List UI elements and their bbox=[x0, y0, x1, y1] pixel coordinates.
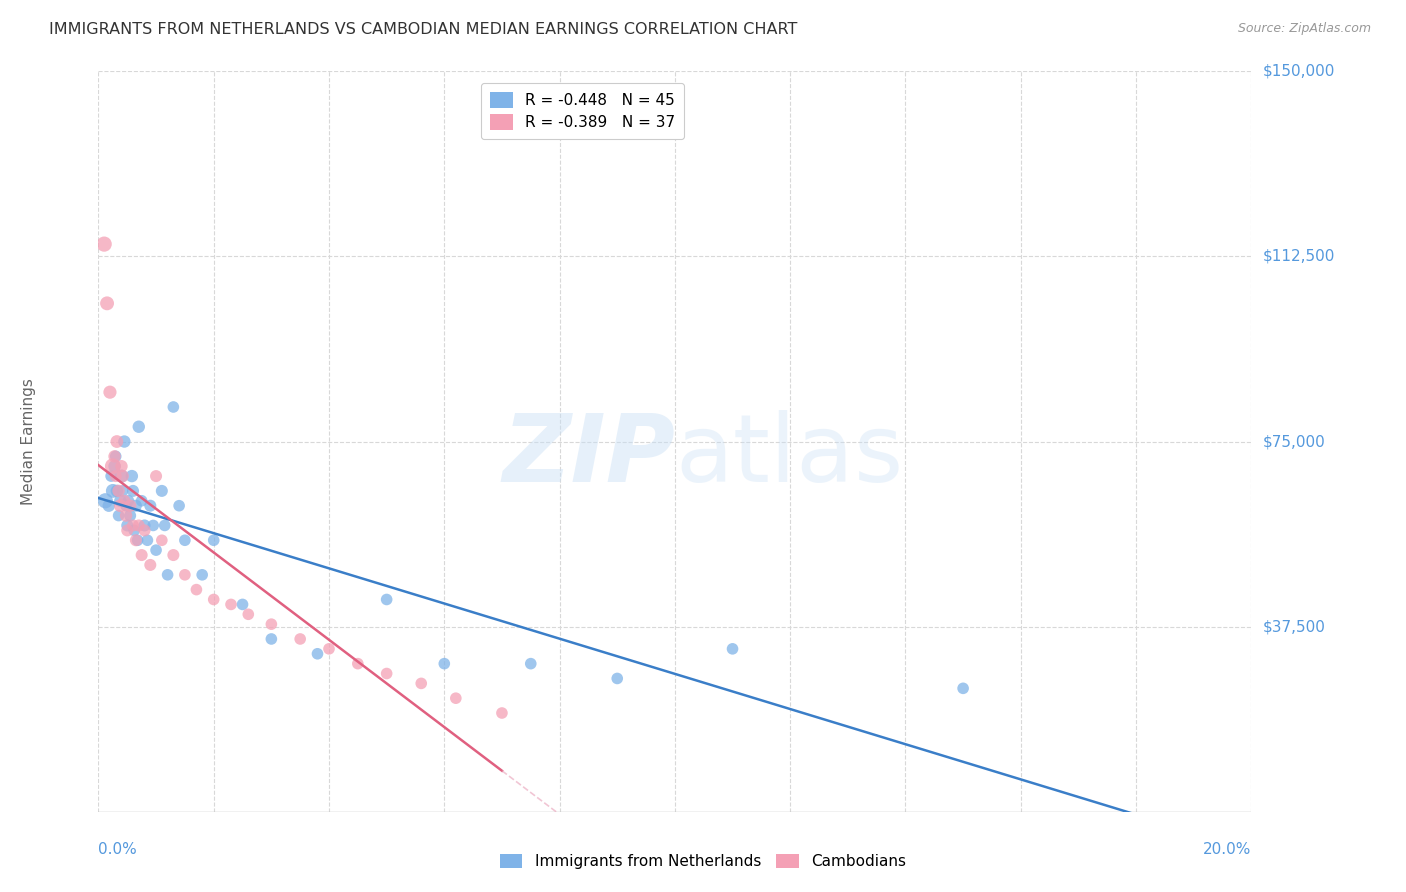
Text: Source: ZipAtlas.com: Source: ZipAtlas.com bbox=[1237, 22, 1371, 36]
Point bbox=[115, 508, 138, 523]
Point bbox=[104, 469, 127, 483]
Point bbox=[128, 518, 150, 533]
Text: $112,500: $112,500 bbox=[1263, 249, 1334, 264]
Point bbox=[186, 582, 208, 597]
Point bbox=[93, 237, 115, 252]
Point bbox=[115, 499, 138, 513]
Point bbox=[444, 691, 467, 706]
Point bbox=[94, 493, 117, 508]
Point bbox=[122, 483, 145, 498]
Text: Median Earnings: Median Earnings bbox=[21, 378, 37, 505]
Point bbox=[122, 518, 145, 533]
Point bbox=[117, 493, 139, 508]
Point bbox=[260, 617, 283, 632]
Point bbox=[103, 459, 125, 474]
Point bbox=[131, 548, 153, 562]
Point bbox=[174, 533, 197, 548]
Point bbox=[96, 296, 118, 310]
Point bbox=[111, 469, 134, 483]
Point bbox=[191, 567, 214, 582]
Point bbox=[491, 706, 513, 720]
Point bbox=[117, 524, 139, 538]
Point bbox=[101, 459, 124, 474]
Point bbox=[121, 469, 143, 483]
Text: 20.0%: 20.0% bbox=[1204, 842, 1251, 857]
Point bbox=[145, 469, 167, 483]
Point bbox=[260, 632, 283, 646]
Point bbox=[101, 483, 124, 498]
Point bbox=[100, 469, 122, 483]
Point bbox=[110, 469, 132, 483]
Legend: Immigrants from Netherlands, Cambodians: Immigrants from Netherlands, Cambodians bbox=[494, 848, 912, 875]
Point bbox=[174, 567, 197, 582]
Point bbox=[162, 548, 184, 562]
Point bbox=[238, 607, 260, 622]
Point bbox=[202, 533, 225, 548]
Point bbox=[122, 524, 145, 538]
Point bbox=[131, 493, 153, 508]
Point bbox=[156, 567, 179, 582]
Point bbox=[150, 533, 173, 548]
Point bbox=[433, 657, 456, 671]
Point bbox=[103, 450, 125, 464]
Point bbox=[107, 508, 129, 523]
Point bbox=[128, 419, 150, 434]
Point bbox=[120, 499, 142, 513]
Point bbox=[105, 434, 128, 449]
Point bbox=[107, 483, 129, 498]
Point bbox=[136, 533, 159, 548]
Point bbox=[125, 533, 148, 548]
Text: 0.0%: 0.0% bbox=[98, 842, 138, 857]
Point bbox=[110, 493, 132, 508]
Point bbox=[97, 499, 120, 513]
Point bbox=[139, 499, 162, 513]
Point bbox=[162, 400, 184, 414]
Point bbox=[105, 483, 128, 498]
Text: $37,500: $37,500 bbox=[1263, 619, 1326, 634]
Point bbox=[98, 385, 121, 400]
Point bbox=[721, 641, 744, 656]
Point bbox=[134, 518, 156, 533]
Point bbox=[520, 657, 543, 671]
Point bbox=[145, 543, 167, 558]
Text: IMMIGRANTS FROM NETHERLANDS VS CAMBODIAN MEDIAN EARNINGS CORRELATION CHART: IMMIGRANTS FROM NETHERLANDS VS CAMBODIAN… bbox=[49, 22, 797, 37]
Point bbox=[606, 672, 628, 686]
Point bbox=[117, 518, 139, 533]
Text: $75,000: $75,000 bbox=[1263, 434, 1326, 449]
Point bbox=[411, 676, 433, 690]
Point bbox=[167, 499, 190, 513]
Point bbox=[112, 434, 135, 449]
Point bbox=[104, 450, 127, 464]
Text: $150,000: $150,000 bbox=[1263, 64, 1334, 78]
Point bbox=[290, 632, 312, 646]
Point bbox=[153, 518, 176, 533]
Point bbox=[307, 647, 329, 661]
Point bbox=[134, 524, 156, 538]
Point bbox=[142, 518, 165, 533]
Text: ZIP: ZIP bbox=[502, 410, 675, 502]
Legend: R = -0.448   N = 45, R = -0.389   N = 37: R = -0.448 N = 45, R = -0.389 N = 37 bbox=[481, 83, 685, 139]
Point bbox=[110, 459, 132, 474]
Text: atlas: atlas bbox=[675, 410, 903, 502]
Point bbox=[120, 508, 142, 523]
Point bbox=[318, 641, 340, 656]
Point bbox=[112, 493, 135, 508]
Point bbox=[127, 533, 149, 548]
Point bbox=[952, 681, 974, 696]
Point bbox=[202, 592, 225, 607]
Point bbox=[375, 666, 398, 681]
Point bbox=[150, 483, 173, 498]
Point bbox=[375, 592, 398, 607]
Point bbox=[139, 558, 162, 572]
Point bbox=[219, 598, 242, 612]
Point bbox=[231, 598, 254, 612]
Point bbox=[110, 499, 132, 513]
Point bbox=[111, 483, 134, 498]
Point bbox=[346, 657, 368, 671]
Point bbox=[125, 499, 148, 513]
